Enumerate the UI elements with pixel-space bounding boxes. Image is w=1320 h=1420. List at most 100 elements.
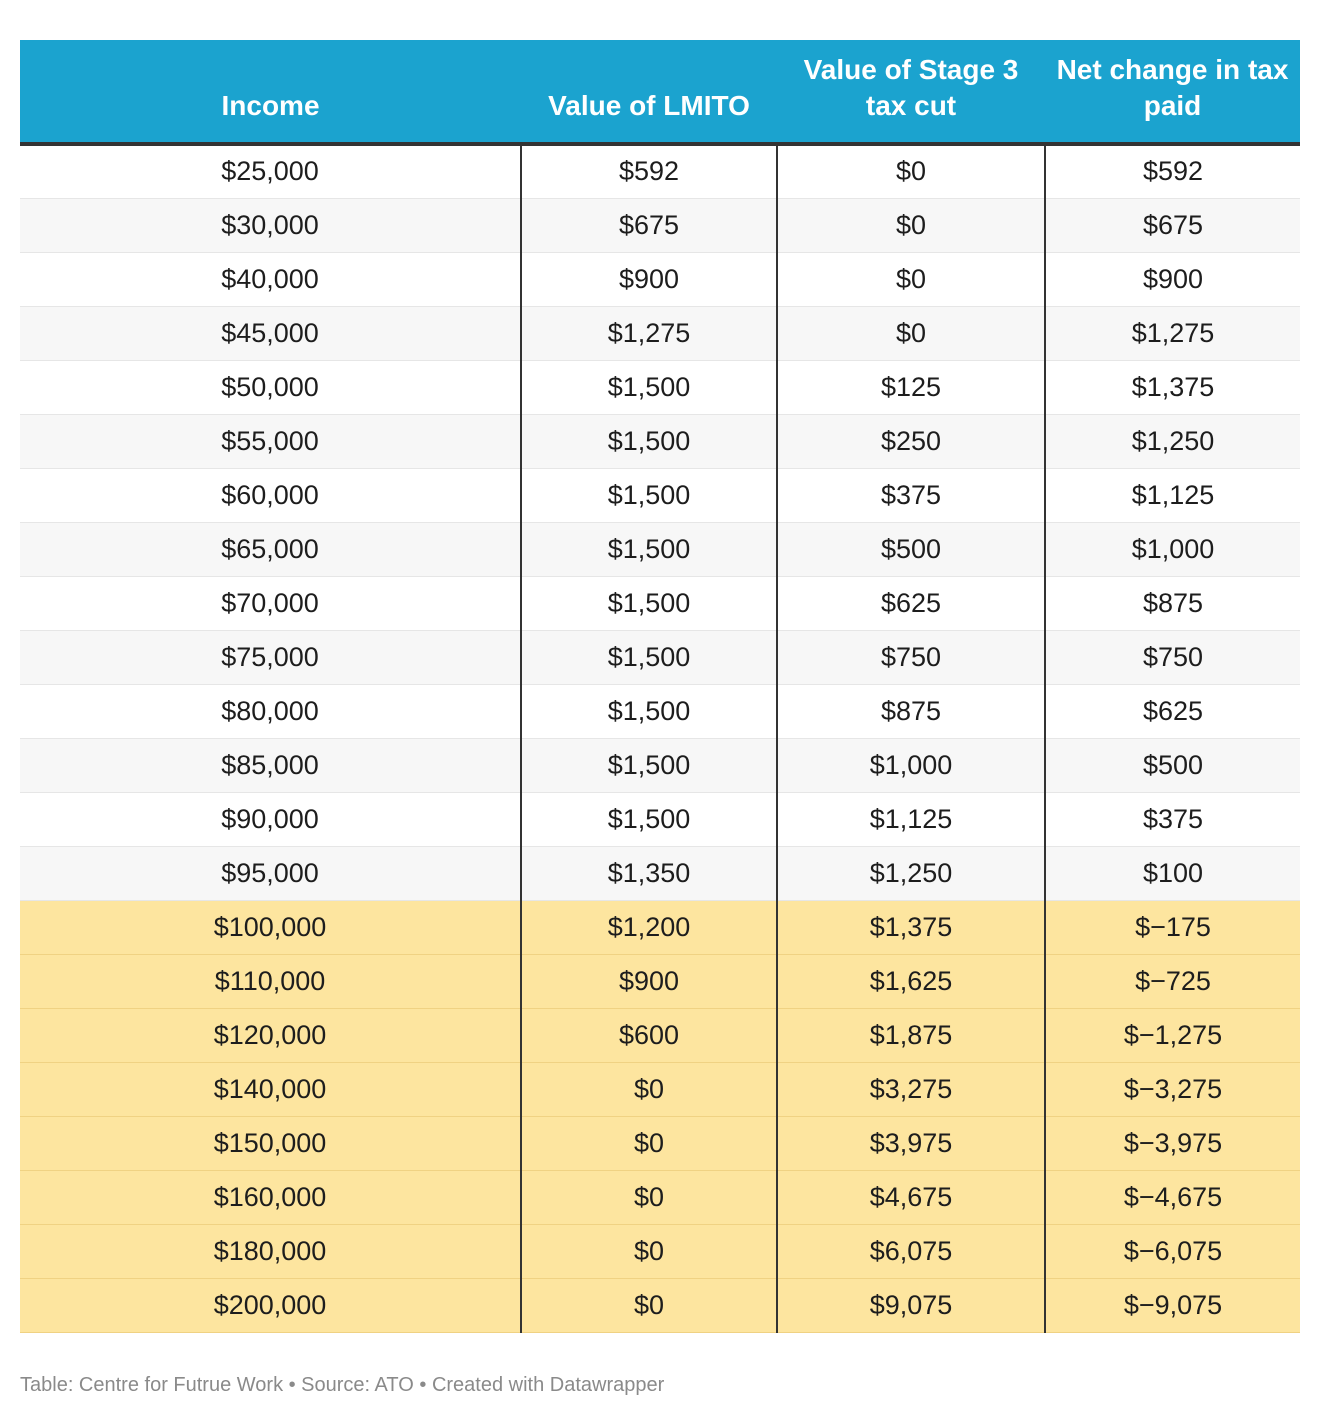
table-row: $65,000 $1,500 $500 $1,000 (20, 522, 1300, 577)
data-table-container: Income Value of LMITO Value of Stage 3 t… (20, 40, 1300, 1333)
cell-net-change: $1,275 (1044, 306, 1300, 361)
cell-lmito: $0 (520, 1062, 777, 1117)
table-row: $80,000 $1,500 $875 $625 (20, 684, 1300, 739)
cell-stage3: $500 (776, 522, 1045, 577)
table-row: $180,000 $0 $6,075 $−6,075 (20, 1224, 1300, 1279)
cell-stage3: $1,375 (776, 900, 1045, 955)
tax-table: Income Value of LMITO Value of Stage 3 t… (20, 40, 1300, 1333)
table-body: $25,000 $592 $0 $592 $30,000 $675 $0 $675 $40,00… (20, 144, 1300, 1333)
header-lmito[interactable]: Value of LMITO (521, 40, 777, 146)
cell-lmito: $0 (520, 1224, 777, 1279)
cell-stage3: $4,675 (776, 1170, 1045, 1225)
cell-lmito: $1,200 (520, 900, 777, 955)
cell-stage3: $625 (776, 576, 1045, 631)
cell-lmito: $1,500 (520, 522, 777, 577)
cell-lmito: $1,275 (520, 306, 777, 361)
cell-stage3: $250 (776, 414, 1045, 469)
cell-net-change: $−175 (1044, 900, 1300, 955)
cell-income: $45,000 (20, 306, 521, 361)
cell-income: $30,000 (20, 198, 521, 253)
cell-income: $70,000 (20, 576, 521, 631)
table-row: $45,000 $1,275 $0 $1,275 (20, 306, 1300, 361)
cell-lmito: $900 (520, 954, 777, 1009)
cell-net-change: $−6,075 (1044, 1224, 1300, 1279)
cell-stage3: $0 (776, 144, 1045, 199)
cell-stage3: $750 (776, 630, 1045, 685)
cell-net-change: $100 (1044, 846, 1300, 901)
cell-income: $25,000 (20, 144, 521, 199)
cell-lmito: $1,500 (520, 576, 777, 631)
cell-lmito: $1,500 (520, 630, 777, 685)
cell-stage3: $1,625 (776, 954, 1045, 1009)
cell-stage3: $875 (776, 684, 1045, 739)
cell-income: $200,000 (20, 1278, 521, 1333)
cell-stage3: $3,275 (776, 1062, 1045, 1117)
cell-lmito: $592 (520, 144, 777, 199)
cell-income: $160,000 (20, 1170, 521, 1225)
cell-lmito: $0 (520, 1170, 777, 1225)
cell-net-change: $1,250 (1044, 414, 1300, 469)
cell-net-change: $750 (1044, 630, 1300, 685)
cell-net-change: $−4,675 (1044, 1170, 1300, 1225)
table-row: $60,000 $1,500 $375 $1,125 (20, 468, 1300, 523)
cell-net-change: $592 (1044, 144, 1300, 199)
table-row: $160,000 $0 $4,675 $−4,675 (20, 1170, 1300, 1225)
cell-income: $110,000 (20, 954, 521, 1009)
cell-income: $65,000 (20, 522, 521, 577)
cell-net-change: $625 (1044, 684, 1300, 739)
cell-net-change: $375 (1044, 792, 1300, 847)
cell-stage3: $1,250 (776, 846, 1045, 901)
cell-net-change: $−9,075 (1044, 1278, 1300, 1333)
cell-stage3: $3,975 (776, 1116, 1045, 1171)
cell-net-change: $500 (1044, 738, 1300, 793)
cell-lmito: $0 (520, 1116, 777, 1171)
table-row: $50,000 $1,500 $125 $1,375 (20, 360, 1300, 415)
table-row: $140,000 $0 $3,275 $−3,275 (20, 1062, 1300, 1117)
cell-net-change: $−3,975 (1044, 1116, 1300, 1171)
cell-lmito: $1,350 (520, 846, 777, 901)
cell-net-change: $1,000 (1044, 522, 1300, 577)
header-net-change[interactable]: Net change in tax paid (1045, 40, 1300, 146)
header-stage3[interactable]: Value of Stage 3 tax cut (777, 40, 1045, 146)
cell-stage3: $9,075 (776, 1278, 1045, 1333)
table-row: $95,000 $1,350 $1,250 $100 (20, 846, 1300, 901)
cell-stage3: $0 (776, 306, 1045, 361)
table-row: $90,000 $1,500 $1,125 $375 (20, 792, 1300, 847)
cell-income: $140,000 (20, 1062, 521, 1117)
cell-net-change: $1,375 (1044, 360, 1300, 415)
cell-income: $75,000 (20, 630, 521, 685)
cell-net-change: $900 (1044, 252, 1300, 307)
cell-stage3: $1,875 (776, 1008, 1045, 1063)
cell-stage3: $0 (776, 198, 1045, 253)
header-row: Income Value of LMITO Value of Stage 3 t… (20, 40, 1300, 146)
cell-lmito: $1,500 (520, 360, 777, 415)
table-row: $150,000 $0 $3,975 $−3,975 (20, 1116, 1300, 1171)
cell-income: $50,000 (20, 360, 521, 415)
table-row: $40,000 $900 $0 $900 (20, 252, 1300, 307)
cell-stage3: $0 (776, 252, 1045, 307)
cell-income: $85,000 (20, 738, 521, 793)
table-row: $70,000 $1,500 $625 $875 (20, 576, 1300, 631)
cell-stage3: $6,075 (776, 1224, 1045, 1279)
cell-lmito: $600 (520, 1008, 777, 1063)
cell-income: $40,000 (20, 252, 521, 307)
cell-income: $55,000 (20, 414, 521, 469)
cell-net-change: $−3,275 (1044, 1062, 1300, 1117)
cell-net-change: $−1,275 (1044, 1008, 1300, 1063)
table-row: $120,000 $600 $1,875 $−1,275 (20, 1008, 1300, 1063)
cell-net-change: $1,125 (1044, 468, 1300, 523)
cell-income: $150,000 (20, 1116, 521, 1171)
table-row: $55,000 $1,500 $250 $1,250 (20, 414, 1300, 469)
cell-lmito: $1,500 (520, 738, 777, 793)
table-row: $75,000 $1,500 $750 $750 (20, 630, 1300, 685)
header-income[interactable]: Income (20, 40, 521, 146)
cell-income: $120,000 (20, 1008, 521, 1063)
cell-income: $90,000 (20, 792, 521, 847)
cell-lmito: $1,500 (520, 468, 777, 523)
cell-stage3: $1,125 (776, 792, 1045, 847)
table-row: $110,000 $900 $1,625 $−725 (20, 954, 1300, 1009)
cell-lmito: $1,500 (520, 792, 777, 847)
table-row: $200,000 $0 $9,075 $−9,075 (20, 1278, 1300, 1333)
cell-lmito: $0 (520, 1278, 777, 1333)
source-footer: Table: Centre for Futrue Work • Source: … (20, 1374, 665, 1396)
